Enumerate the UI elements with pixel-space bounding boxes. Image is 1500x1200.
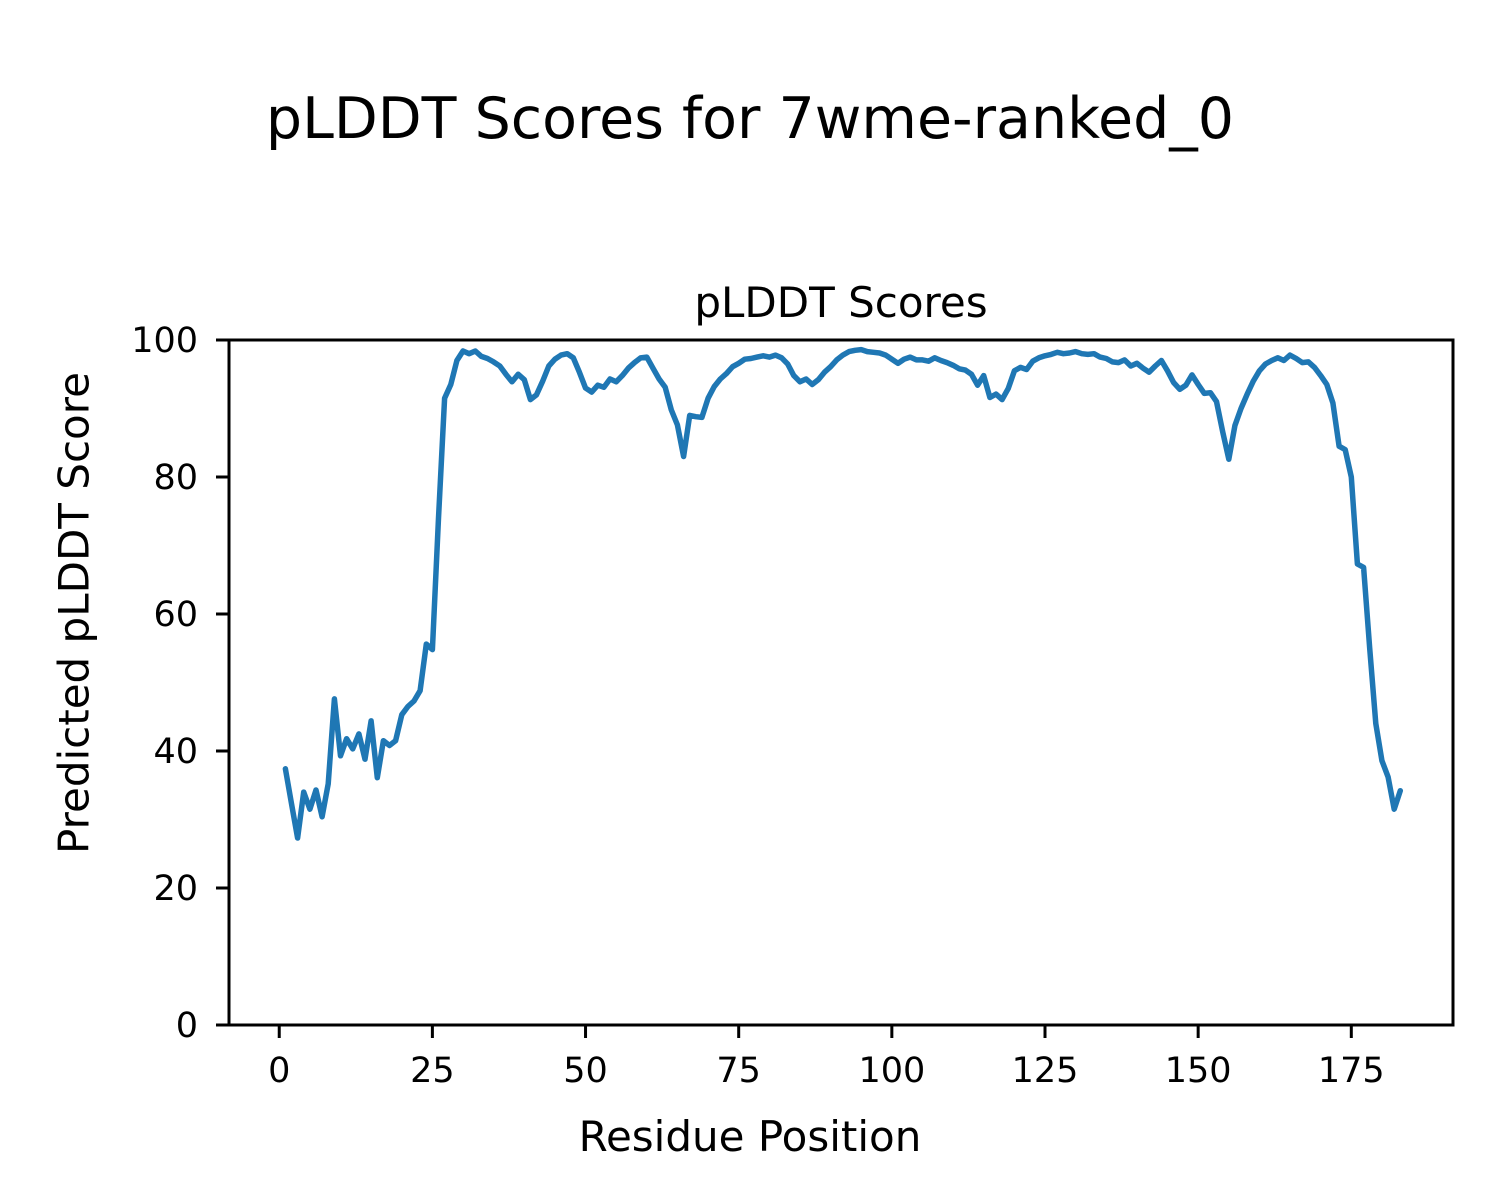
axes-title: pLDDT Scores [694, 278, 988, 327]
x-tick-label: 0 [268, 1051, 290, 1091]
y-tick-label: 0 [176, 1006, 198, 1046]
x-tick-label: 100 [858, 1051, 925, 1091]
y-tick-label: 80 [153, 458, 198, 498]
figure-title: pLDDT Scores for 7wme-ranked_0 [265, 86, 1235, 152]
y-tick-label: 100 [131, 321, 198, 361]
axes-frame [227, 338, 1455, 1027]
x-tick-label: 25 [410, 1051, 455, 1091]
y-tick-label: 40 [153, 732, 198, 772]
x-tick-label: 175 [1318, 1051, 1385, 1091]
x-tick-label: 125 [1012, 1051, 1079, 1091]
x-tick-label: 75 [716, 1051, 761, 1091]
x-tick-label: 50 [563, 1051, 608, 1091]
plddt-line [282, 346, 1404, 841]
y-tick-label: 20 [153, 869, 198, 909]
x-tick-label: 150 [1165, 1051, 1232, 1091]
y-tick-label: 60 [153, 595, 198, 635]
x-axis-label: Residue Position [578, 1112, 922, 1161]
